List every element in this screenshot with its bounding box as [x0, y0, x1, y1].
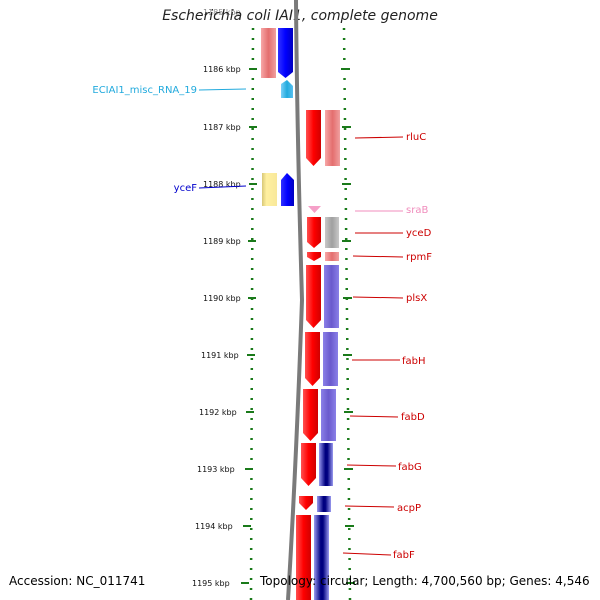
gene-feature: [317, 496, 331, 512]
gene-feature: [281, 173, 294, 206]
feature-label-fabd: fabD: [401, 412, 425, 423]
genome-title: Escherichia coli IAI1, complete genome: [162, 8, 438, 24]
ruler-right-dots: [342, 27, 352, 600]
gene-feature: [306, 110, 321, 166]
feature-label-acpp: acpP: [397, 503, 421, 514]
gene-feature: [278, 28, 293, 78]
gene-feature: [314, 515, 329, 600]
feature-label-yced: yceD: [406, 228, 432, 239]
gene-feature: [306, 265, 321, 328]
gene-feature: [305, 332, 320, 386]
tick-label: 1195 kbp: [192, 579, 230, 588]
gene-feature: [301, 443, 316, 486]
feature-label-fabh: fabH: [402, 356, 426, 367]
rna-feature: [281, 80, 293, 98]
tick-label: 1185 kbp: [203, 8, 241, 17]
accession-text: Accession: NC_011741: [9, 574, 146, 588]
left-features[interactable]: [261, 28, 294, 206]
tick-label: 1193 kbp: [197, 465, 235, 474]
tick-label: 1189 kbp: [203, 237, 241, 246]
gene-feature: [307, 252, 321, 261]
gene-feature: [319, 443, 333, 486]
ruler-ticks: [241, 68, 355, 584]
ruler-left-dots: [249, 27, 255, 600]
gene-feature: [307, 217, 321, 248]
tick-label: 1191 kbp: [201, 351, 239, 360]
tick-label: 1190 kbp: [203, 294, 241, 303]
gene-feature: [324, 265, 339, 328]
gene-feature: [262, 173, 277, 206]
feature-label-srab: sraB: [406, 205, 428, 216]
genome-backbone: [286, 0, 305, 600]
gene-feature: [303, 389, 318, 441]
gene-feature: [299, 496, 313, 510]
tick-label: 1187 kbp: [203, 123, 241, 132]
feature-label-ycef: yceF: [174, 183, 198, 194]
feature-label-fabg: fabG: [398, 462, 422, 473]
feature-label-rpmf: rpmF: [406, 252, 432, 263]
tick-label: 1194 kbp: [195, 522, 233, 531]
tick-label: 1186 kbp: [203, 65, 241, 74]
feature-label-fabf: fabF: [393, 550, 415, 561]
right-features[interactable]: [296, 110, 340, 600]
gene-feature: [261, 28, 276, 78]
srna-feature: [308, 206, 321, 213]
gene-feature: [323, 332, 338, 386]
gene-feature: [325, 217, 339, 248]
feature-label-plsx: plsX: [406, 293, 427, 304]
left-labels: ECIAI1_misc_RNA_19 yceF: [92, 85, 247, 194]
gene-feature: [296, 515, 311, 600]
tick-label: 1192 kbp: [199, 408, 237, 417]
feature-label-misc-rna: ECIAI1_misc_RNA_19: [92, 85, 197, 96]
gene-feature: [325, 252, 339, 261]
feature-label-rluc: rluC: [406, 132, 426, 143]
ruler-tick-labels: 1185 kbp 1186 kbp 1187 kbp 1188 kbp 1189…: [192, 8, 241, 588]
gene-feature: [321, 389, 336, 441]
right-labels: rluC sraB yceD rpmF plsX fabH fabD fabG …: [342, 132, 432, 561]
tick-label: 1188 kbp: [203, 180, 241, 189]
genome-stats-text: Topology: circular; Length: 4,700,560 bp…: [260, 574, 590, 588]
gene-feature: [325, 110, 340, 166]
